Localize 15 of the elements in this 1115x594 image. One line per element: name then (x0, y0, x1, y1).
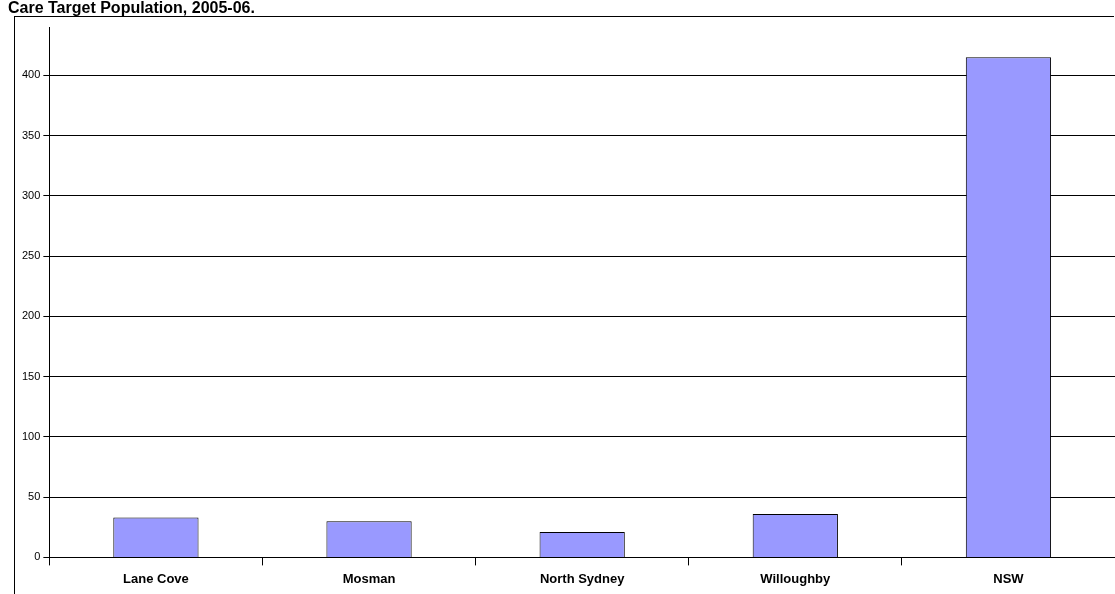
y-tick-label: 150 (21, 369, 41, 382)
y-tick-label: 350 (21, 128, 41, 141)
y-tick-label: 50 (28, 490, 41, 503)
y-tick-label: 0 (34, 550, 41, 563)
y-tick-label: 100 (21, 429, 41, 442)
x-tick-label: Lane Cove (123, 570, 189, 586)
chart-title: Care Target Population, 2005-06. (8, 0, 255, 16)
y-tick-label: 200 (21, 309, 41, 322)
x-tick-label: NSW (993, 570, 1025, 586)
y-tick-label: 400 (21, 68, 41, 81)
y-tick-label: 250 (21, 249, 41, 262)
x-tick-label: Willoughby (760, 570, 832, 586)
y-tick-label: 300 (21, 188, 41, 201)
x-tick-label: Mosman (342, 570, 396, 586)
x-tick-label: North Sydney (539, 570, 626, 586)
